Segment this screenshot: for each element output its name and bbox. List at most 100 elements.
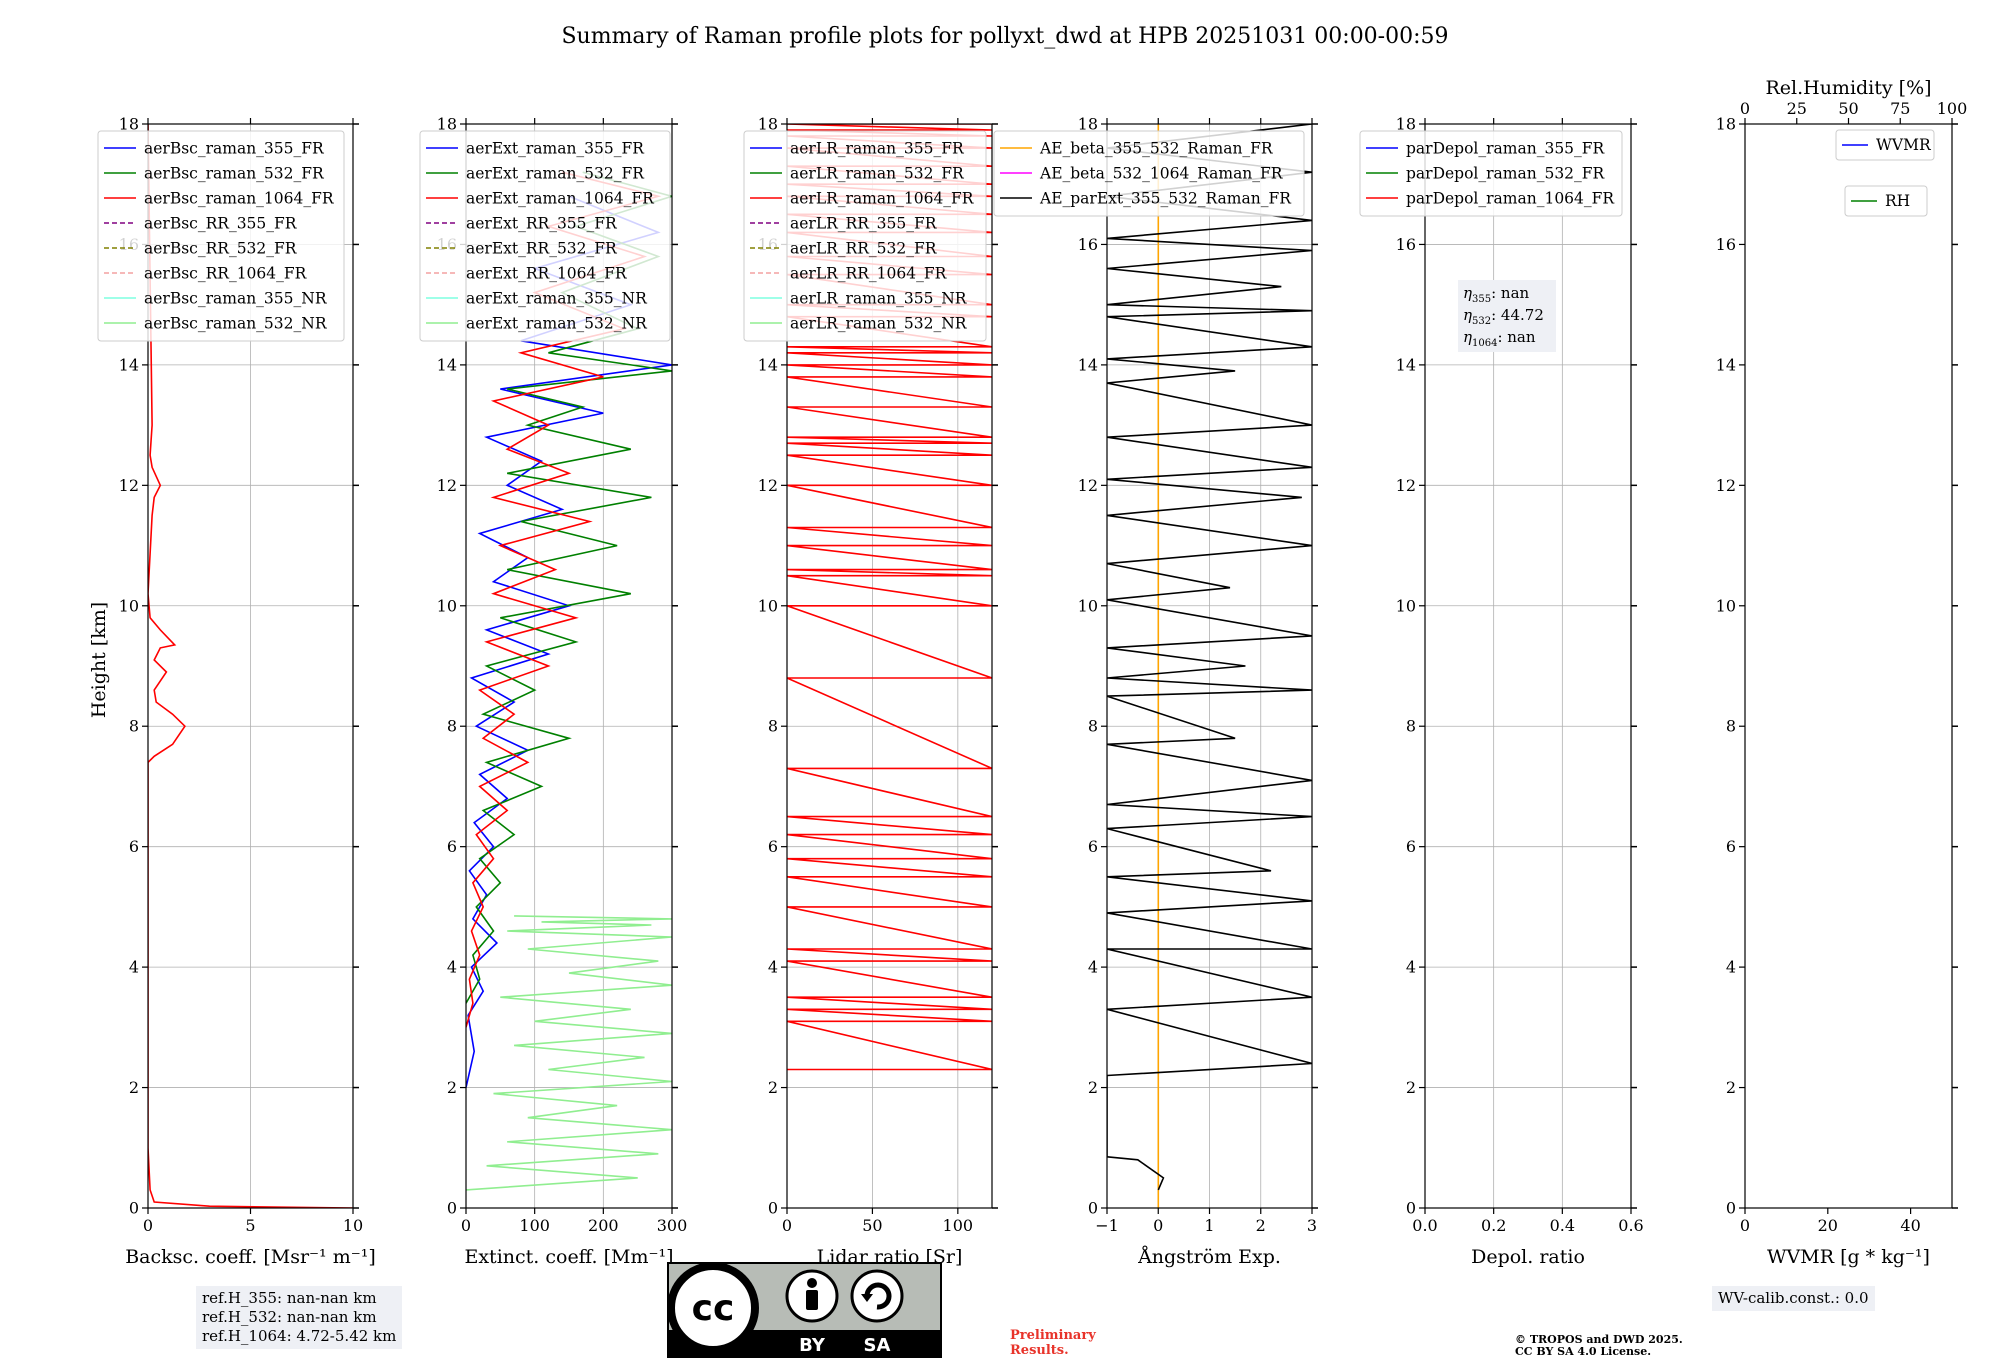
legend-box [97, 130, 345, 342]
series-group [148, 124, 353, 1208]
legend-label: aerBsc_raman_1064_FR [144, 190, 335, 208]
panel-bsc: 0510024681012141618Backsc. coeff. [Msr⁻¹… [97, 115, 376, 1268]
x-tick-label: 100 [943, 1216, 974, 1235]
legend-ae: AE_beta_355_532_Raman_FR AE_beta_532_1064… [993, 130, 1305, 217]
y-tick-label: 18 [758, 115, 778, 134]
y-tick-label: 6 [1088, 837, 1098, 856]
legend-label: aerBsc_raman_355_NR [144, 290, 328, 308]
y-tick-label: 18 [1078, 115, 1098, 134]
y-tick-label: 2 [1406, 1078, 1416, 1097]
y-tick-label: 14 [1396, 355, 1416, 374]
legend-label: aerLR_raman_532_NR [790, 315, 968, 333]
secondary-x-tick-label: 25 [1787, 99, 1807, 118]
y-tick-label: 12 [1716, 476, 1736, 495]
x-tick-label: −1 [1095, 1216, 1119, 1235]
y-tick-label: 10 [437, 596, 457, 615]
by-label: BY [799, 1335, 826, 1356]
preliminary-line-2: Results. [1010, 1343, 1069, 1358]
y-tick-label: 14 [1078, 355, 1098, 374]
y-tick-label: 18 [1396, 115, 1416, 134]
y-tick-label: 4 [129, 958, 139, 977]
secondary-x-axis-label: Rel.Humidity [%] [1765, 77, 1931, 99]
series-group [1107, 124, 1312, 1208]
y-tick-label: 18 [437, 115, 457, 134]
legend-label: AE_beta_532_1064_Raman_FR [1039, 165, 1284, 183]
y-tick-label: 4 [1088, 958, 1098, 977]
x-tick-label: 40 [1900, 1216, 1920, 1235]
y-tick-label: 8 [1088, 717, 1098, 736]
y-tick-label: 12 [758, 476, 778, 495]
legend-box [1844, 185, 1928, 217]
y-tick-label: 18 [119, 115, 139, 134]
y-tick-label: 14 [1716, 355, 1736, 374]
person-head-shape [807, 1278, 817, 1288]
y-tick-label: 2 [1726, 1078, 1736, 1097]
wv-calibration-box: WV-calib.const.: 0.0 [1712, 1286, 1875, 1311]
x-axis-label-wv: WVMR [g * kg⁻¹] [1767, 1246, 1930, 1268]
legend-label: parDepol_raman_532_FR [1406, 165, 1606, 183]
secondary-x-tick-label: 75 [1890, 99, 1910, 118]
x-tick-label: 10 [343, 1216, 363, 1235]
series-group [466, 171, 672, 1191]
legend-label: aerBsc_RR_355_FR [144, 215, 298, 233]
figure-title: Summary of Raman profile plots for polly… [561, 24, 1448, 49]
x-tick-label: 100 [519, 1216, 550, 1235]
y-tick-label: 18 [1716, 115, 1736, 134]
x-tick-label: 0 [461, 1216, 471, 1235]
copyright-note: © TROPOS and DWD 2025. CC BY SA 4.0 Lice… [1515, 1334, 1683, 1358]
legend-label: aerExt_raman_532_FR [466, 165, 645, 183]
legend-label: aerExt_raman_532_NR [466, 315, 648, 333]
eta-355: η355: nan [1463, 284, 1530, 305]
x-axis-label-ae: Ångström Exp. [1137, 1246, 1281, 1268]
copyright-line-2: CC BY SA 4.0 License. [1515, 1345, 1652, 1358]
x-axis-label-ext: Extinct. coeff. [Mm⁻¹] [464, 1246, 673, 1268]
legend-label: aerLR_raman_1064_FR [790, 190, 975, 208]
share-alike-arrow [864, 1282, 892, 1310]
x-axis-label-depol: Depol. ratio [1471, 1246, 1585, 1268]
y-tick-label: 0 [1726, 1199, 1736, 1218]
series-aerExt_raman_1064_FR [466, 171, 662, 1028]
x-tick-label: 200 [588, 1216, 619, 1235]
y-tick-label: 8 [447, 717, 457, 736]
legend-label: aerBsc_raman_532_FR [144, 165, 325, 183]
secondary-x-tick-label: 100 [1937, 99, 1968, 118]
legend-box [1359, 130, 1623, 217]
legend-wv: WVMR RH [1835, 129, 1935, 217]
x-tick-label: 3 [1307, 1216, 1317, 1235]
legend-ext: aerExt_raman_355_FR aerExt_raman_532_FRae… [419, 130, 671, 342]
legend-box [993, 130, 1305, 217]
legend-label: aerExt_RR_355_FR [466, 215, 618, 233]
panel-lr: 050100024681012141618Lidar ratio [Sr]aer… [743, 115, 998, 1268]
y-tick-label: 12 [119, 476, 139, 495]
legend-bsc: aerBsc_raman_355_FR aerBsc_raman_532_FRae… [97, 130, 345, 342]
y-tick-label: 0 [768, 1199, 778, 1218]
legend-label: aerLR_RR_1064_FR [790, 265, 948, 283]
legend-label: aerExt_raman_355_FR [466, 140, 645, 158]
y-axis-label: Height [km] [88, 602, 110, 718]
reference-height-box: ref.H_355: nan-nan km ref.H_532: nan-nan… [196, 1286, 403, 1349]
ref-height-532: ref.H_532: nan-nan km [202, 1308, 377, 1326]
y-tick-label: 6 [129, 837, 139, 856]
panel-ext: 0100200300024681012141618Extinct. coeff.… [419, 115, 688, 1268]
legend-box [1835, 129, 1935, 161]
y-tick-label: 2 [1088, 1078, 1098, 1097]
preliminary-note: Preliminary Results. [1010, 1328, 1096, 1358]
legend-label: aerBsc_RR_1064_FR [144, 265, 308, 283]
cc-icon [667, 1262, 759, 1354]
x-tick-label: 0 [1740, 1216, 1750, 1235]
panel-depol: 0.0 0.2 0.4 0.6 0 2 4 6 8 10 12 14 16 18 Depol. ratio p… [1359, 115, 1644, 1268]
y-tick-label: 0 [129, 1199, 139, 1218]
legend-box [419, 130, 671, 342]
y-tick-label: 6 [447, 837, 457, 856]
ref-height-355: ref.H_355: nan-nan km [202, 1289, 377, 1307]
legend-label: aerLR_raman_355_FR [790, 140, 965, 158]
y-tick-label: 14 [758, 355, 778, 374]
legend-label: aerLR_RR_355_FR [790, 215, 938, 233]
copyright-line-1: © TROPOS and DWD 2025. [1515, 1333, 1683, 1346]
y-tick-label: 16 [1078, 235, 1098, 254]
legend-label: parDepol_raman_355_FR [1406, 140, 1606, 158]
eta-annotation-box [1458, 280, 1556, 352]
x-tick-label: 20 [1818, 1216, 1838, 1235]
x-tick-label: 300 [657, 1216, 688, 1235]
